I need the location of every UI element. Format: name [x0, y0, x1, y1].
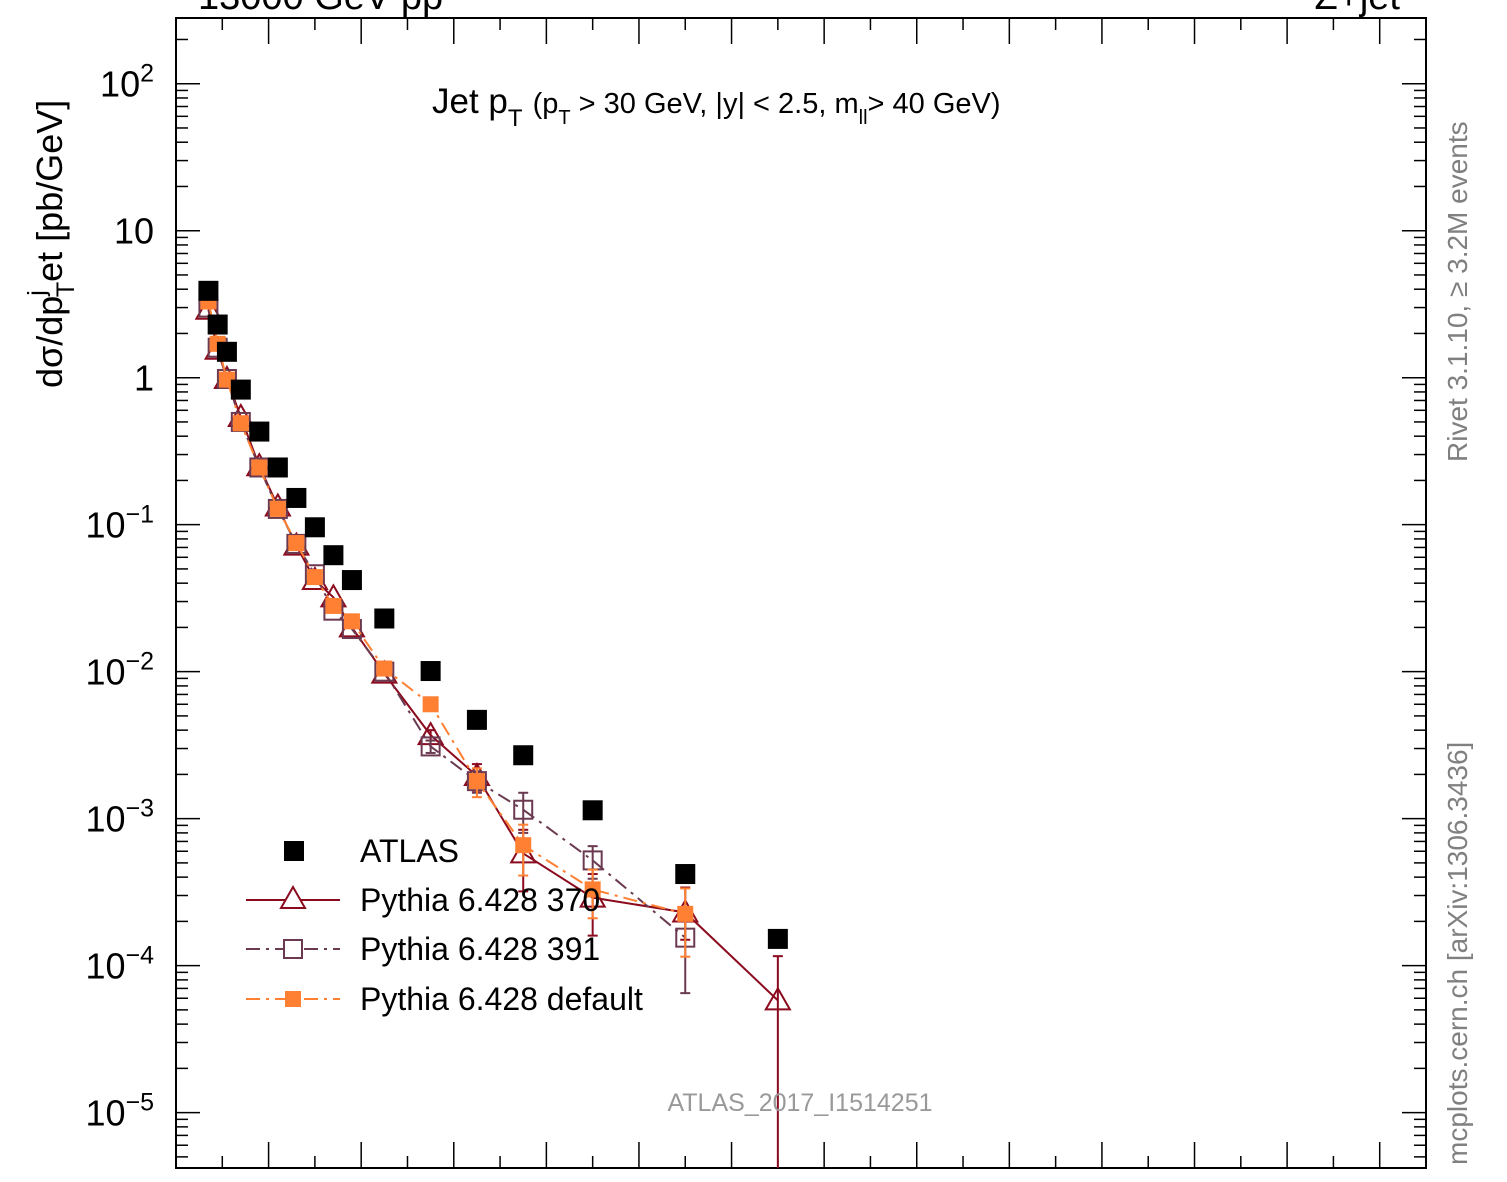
title-main-sub: T	[508, 105, 523, 132]
legend-marker-391	[283, 939, 303, 959]
y-tick-label: 10−5	[85, 1089, 154, 1134]
y-axis-label: dσ/dpjTet [pb/GeV]	[23, 100, 80, 388]
data-point	[251, 459, 268, 476]
data-point	[216, 341, 237, 362]
data-point	[466, 709, 487, 730]
series-line	[207, 307, 686, 939]
y-tick-label: 102	[100, 60, 154, 105]
plot-frame	[175, 17, 1427, 1169]
data-point	[267, 457, 288, 478]
data-point	[232, 415, 249, 432]
title-mid: > 30 GeV, |y| < 2.5, m	[571, 88, 859, 120]
y-tick-label: 10	[114, 211, 154, 252]
data-point	[420, 661, 441, 682]
series-pythia-6-428-default	[200, 293, 694, 958]
data-point	[764, 986, 792, 1011]
legend-marker-default	[285, 991, 301, 1007]
rivet-version-label: Rivet 3.1.10, ≥ 3.2M events	[1442, 121, 1473, 462]
data-point	[343, 613, 360, 630]
analysis-watermark: ATLAS_2017_I1514251	[667, 1089, 932, 1117]
data-point	[286, 487, 307, 508]
title-tail: > 40 GeV)	[868, 88, 1001, 120]
y-tick-label: 10−1	[85, 501, 154, 546]
data-point	[249, 421, 270, 442]
series-layer	[194, 280, 792, 1168]
y-tick-label: 10−3	[85, 795, 154, 840]
legend-label-391: Pythia 6.428 391	[360, 931, 600, 967]
title-main: Jet p	[432, 82, 508, 121]
y-tick-labels: 102 10 1 10−1 10−2 10−3 10−4 10−5	[85, 60, 154, 1134]
title-paren-open: (p	[533, 88, 559, 120]
chart-title: Jet pT (pT > 30 GeV, |y| < 2.5, mll> 40 G…	[432, 82, 1001, 132]
data-point	[582, 800, 603, 821]
data-point	[323, 545, 344, 566]
legend-marker-370	[279, 884, 307, 909]
y-label-sup: j	[23, 290, 51, 297]
data-point	[677, 905, 694, 922]
legend-label-atlas: ATLAS	[360, 833, 459, 869]
y-label-pre: dσ/dp	[29, 296, 70, 388]
data-point	[286, 533, 307, 554]
data-point	[304, 517, 325, 538]
data-point	[513, 799, 534, 820]
y-label-post: et [pb/GeV]	[29, 100, 70, 282]
y-tick-label: 10−4	[85, 942, 154, 987]
legend-label-370: Pythia 6.428 370	[360, 882, 600, 918]
data-point	[267, 498, 288, 519]
data-point	[376, 660, 393, 677]
data-point	[767, 928, 788, 949]
series-line	[207, 301, 686, 915]
y-label-sub: T	[52, 282, 80, 297]
data-point	[513, 745, 534, 766]
data-point	[468, 773, 485, 790]
legend-label-default: Pythia 6.428 default	[360, 981, 643, 1017]
mcplots-label: mcplots.cern.ch [arXiv:1306.3436]	[1442, 742, 1473, 1165]
data-point	[515, 837, 532, 854]
data-point	[230, 379, 251, 400]
data-point	[269, 500, 286, 517]
data-point	[584, 881, 601, 898]
header-right-label: Z+jet	[1314, 0, 1400, 18]
data-point	[216, 368, 237, 389]
data-point	[341, 570, 362, 591]
y-tick-label: 10−2	[85, 648, 154, 693]
data-point	[420, 736, 441, 757]
title-paren-sub: T	[558, 107, 570, 129]
data-point	[422, 696, 439, 713]
legend: ATLAS Pythia 6.428 370 Pythia 6.428 391 …	[246, 833, 643, 1017]
data-point	[374, 608, 395, 629]
legend-marker-atlas	[284, 841, 304, 861]
data-point	[288, 535, 305, 552]
series-pythia-6-428-370	[194, 295, 792, 1168]
data-point	[207, 314, 228, 335]
data-point	[325, 597, 342, 614]
series-atlas	[198, 280, 788, 949]
axis-ticks	[176, 18, 1426, 1168]
y-tick-label: 1	[134, 358, 154, 399]
data-point	[306, 569, 323, 586]
data-point	[675, 864, 696, 885]
header-left-label: 13000 GeV pp	[198, 0, 443, 18]
series-line	[207, 309, 779, 1002]
data-point	[198, 280, 219, 301]
title-mid-sub: ll	[859, 107, 868, 129]
